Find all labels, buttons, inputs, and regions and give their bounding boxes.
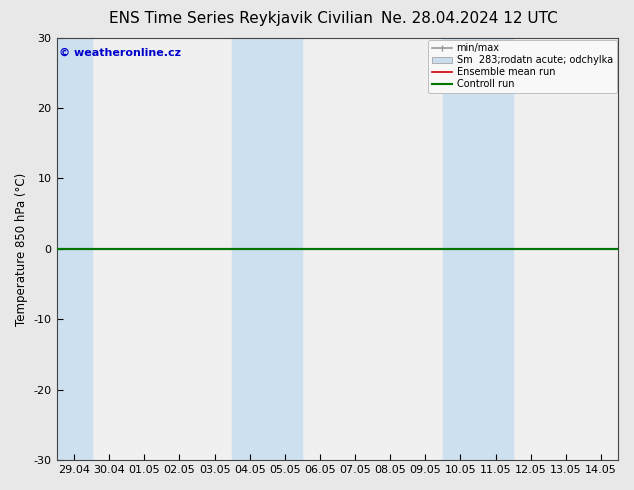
Bar xyxy=(56,38,92,460)
Bar xyxy=(443,38,513,460)
Text: ENS Time Series Reykjavik Civilian: ENS Time Series Reykjavik Civilian xyxy=(109,11,373,26)
Legend: min/max, Sm  283;rodatn acute; odchylka, Ensemble mean run, Controll run: min/max, Sm 283;rodatn acute; odchylka, … xyxy=(429,40,616,93)
Bar xyxy=(232,38,302,460)
Text: Ne. 28.04.2024 12 UTC: Ne. 28.04.2024 12 UTC xyxy=(381,11,557,26)
Y-axis label: Temperature 850 hPa (°C): Temperature 850 hPa (°C) xyxy=(15,172,28,325)
Text: © weatheronline.cz: © weatheronline.cz xyxy=(60,48,181,58)
